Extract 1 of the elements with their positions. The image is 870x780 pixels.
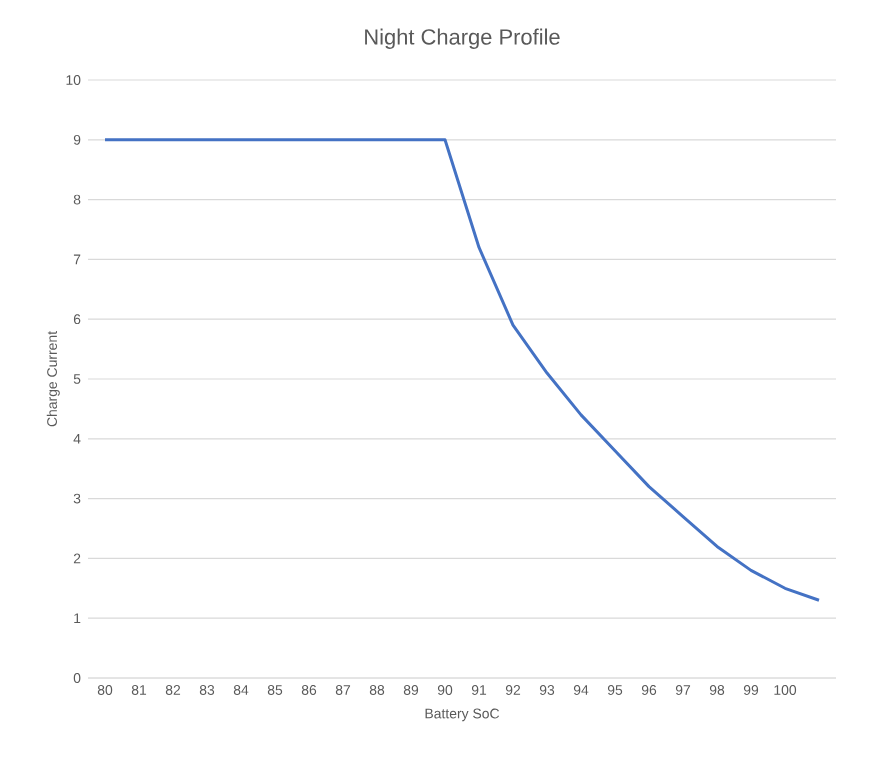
chart-title: Night Charge Profile <box>365 28 560 49</box>
